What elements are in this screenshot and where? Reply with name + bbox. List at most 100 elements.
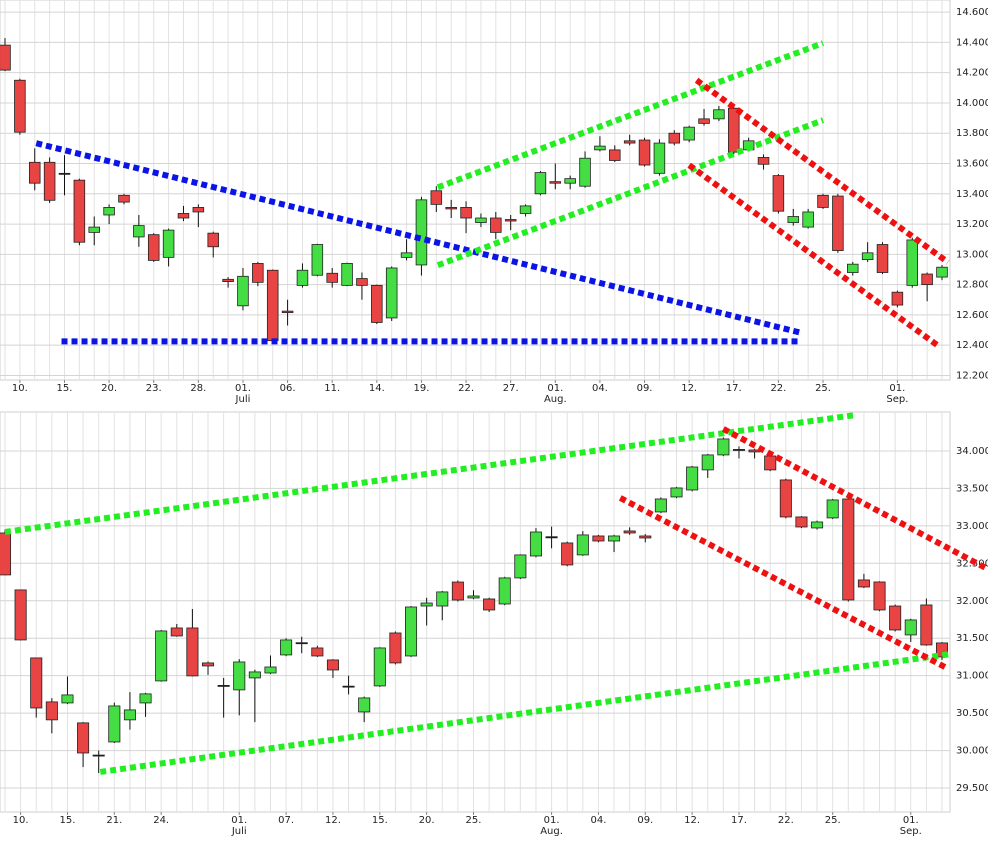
x-tick-label: 12. (684, 815, 700, 826)
candle-body (795, 516, 808, 528)
x-tick-label: 22. (778, 815, 794, 826)
candle-body (248, 671, 261, 679)
candle-body (295, 642, 308, 645)
candle-body (713, 109, 725, 120)
x-tick-label: 01. (544, 815, 560, 826)
candle-body (889, 605, 902, 631)
candle-body (717, 438, 730, 456)
candle-body (475, 217, 487, 223)
candle-body (14, 589, 27, 641)
candle-body (686, 466, 699, 491)
y-tick-label: 31.000 (956, 671, 988, 682)
candle-body (186, 627, 199, 677)
candle-body (623, 530, 636, 534)
candle-body (192, 207, 205, 213)
y-tick-label: 30.500 (956, 708, 988, 719)
candle-body (233, 661, 246, 691)
y-tick-label: 29.500 (956, 783, 988, 794)
candle-body (514, 554, 527, 579)
month-label: Aug. (540, 826, 563, 837)
trendline (4, 411, 857, 535)
candle-body (296, 269, 309, 286)
candle-body (92, 754, 105, 757)
y-tick-label: 13.200 (956, 219, 988, 230)
candle-body (920, 604, 933, 646)
candle-body (732, 449, 746, 451)
candle-body (118, 194, 130, 203)
x-tick-label: 01. (889, 383, 905, 394)
candle-body (217, 685, 230, 687)
y-tick-label: 30.000 (956, 746, 988, 757)
candle-body (483, 598, 496, 611)
x-tick-label: 06. (280, 383, 296, 394)
x-tick-label: 10. (12, 383, 28, 394)
x-tick-label: 04. (590, 815, 606, 826)
candle-body (817, 194, 829, 208)
candle-body (519, 205, 532, 214)
candle-body (281, 310, 294, 314)
candle-body (638, 139, 651, 166)
candle-body (842, 498, 855, 601)
candle-body (405, 606, 418, 657)
y-tick-label: 14.200 (956, 68, 988, 79)
x-tick-label: 24. (153, 815, 169, 826)
candle-body (498, 577, 511, 605)
candle-body (545, 536, 558, 539)
candle-body (162, 229, 175, 258)
x-tick-label: 28. (190, 383, 206, 394)
candle-body (14, 79, 26, 133)
candle-body (73, 179, 86, 243)
x-tick-label: 19. (413, 383, 429, 394)
x-tick-label: 09. (637, 815, 653, 826)
candle-body (43, 161, 56, 201)
candle-body (28, 161, 41, 184)
x-tick-label: 20. (419, 815, 435, 826)
x-tick-label: 25. (825, 815, 841, 826)
candle-body (534, 172, 547, 195)
x-tick-label: 22. (770, 383, 786, 394)
candle-body (861, 252, 874, 261)
candle-body (490, 217, 502, 233)
candle-body (222, 278, 234, 282)
candle-body (857, 579, 870, 588)
y-tick-label: 14.400 (956, 37, 988, 48)
candle-body (772, 175, 785, 212)
candle-body (906, 239, 919, 286)
candle-body (654, 498, 667, 513)
trendline (436, 40, 825, 191)
y-tick-label: 33.000 (956, 521, 988, 532)
month-label: Aug. (544, 394, 567, 405)
candle-body (529, 531, 542, 557)
candle-body (832, 195, 844, 251)
candle-body (139, 693, 152, 704)
candle-body (341, 263, 353, 286)
trendline (436, 117, 825, 269)
trendline (618, 495, 949, 671)
candle-body (356, 278, 368, 286)
x-tick-label: 20. (101, 383, 117, 394)
y-tick-label: 14.000 (956, 98, 988, 109)
candle-body (0, 44, 11, 71)
candle-body (668, 132, 681, 144)
y-tick-label: 13.400 (956, 189, 988, 200)
candle-body (342, 685, 355, 688)
candle-body (594, 145, 606, 151)
candle-body (764, 455, 777, 471)
candle-body (728, 107, 740, 153)
y-tick-label: 34.000 (956, 446, 988, 457)
candle-body (389, 632, 402, 664)
x-tick-label: 14. (369, 383, 385, 394)
candle-body (504, 219, 517, 222)
x-tick-label: 01. (235, 383, 251, 394)
y-tick-label: 13.000 (956, 249, 988, 260)
candle-body (592, 535, 605, 542)
x-tick-label: 25. (466, 815, 482, 826)
trendline (99, 650, 952, 775)
candle-body (264, 666, 277, 674)
x-tick-label: 04. (592, 383, 608, 394)
y-tick-label: 12.400 (956, 340, 988, 351)
candle-body (58, 172, 71, 175)
candle-body (826, 499, 839, 519)
candle-body (0, 532, 12, 576)
